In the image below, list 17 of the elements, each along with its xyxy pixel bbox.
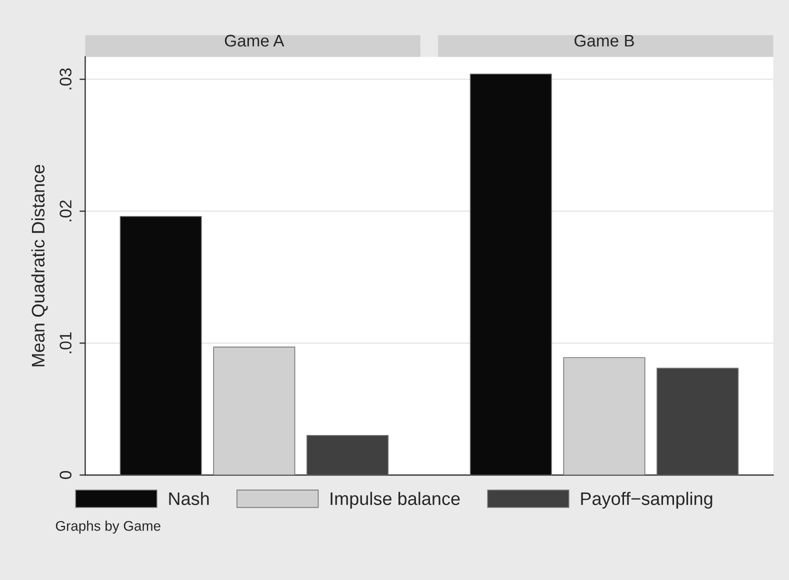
x-tick-label: Game A	[224, 34, 284, 47]
legend-label: Nash	[169, 492, 209, 506]
y-tick-label: 0	[60, 471, 72, 480]
y-tick-label: .03	[60, 68, 72, 90]
legend-label: Payoff−sampling	[581, 492, 712, 509]
y-axis-title: Mean Quadratic Distance	[31, 164, 48, 366]
bar	[563, 357, 646, 476]
y-tick-label: .01	[60, 332, 72, 354]
legend-label: Impulse balance	[330, 492, 460, 509]
bar	[656, 368, 739, 476]
bar	[120, 216, 202, 476]
x-tick-label: Game B	[574, 34, 634, 47]
bar	[213, 346, 296, 476]
text: Graphs by Game	[56, 520, 160, 534]
bar	[306, 435, 389, 476]
y-tick-label: .02	[60, 200, 72, 222]
bar	[470, 74, 552, 476]
